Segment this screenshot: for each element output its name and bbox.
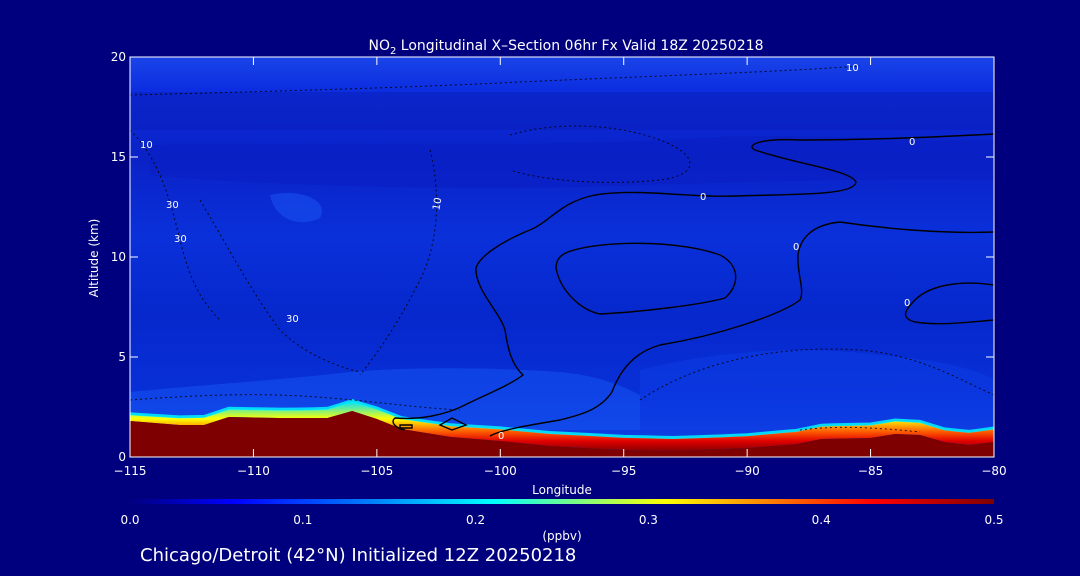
x-tick-label: −110 — [237, 464, 270, 478]
contour-dashed-4 — [509, 125, 691, 183]
contour-dashed-6 — [639, 348, 994, 401]
colorbar — [130, 499, 994, 504]
x-axis-label: Longitude — [532, 483, 592, 497]
colorbar-tick-label: 0.3 — [639, 513, 658, 527]
contour-label-1: 10 — [846, 63, 859, 74]
x-tick-label: −85 — [858, 464, 883, 478]
y-tick-label: 15 — [111, 150, 126, 164]
contour-label-9: 0 — [793, 242, 799, 253]
contour-solid-1 — [392, 133, 994, 431]
contour-label-11: 0 — [498, 431, 504, 442]
y-axis: 0 5 10 15 20 — [111, 50, 994, 464]
y-tick-label: 20 — [111, 50, 126, 64]
x-axis: −115 −110 −105 −100 −95 −90 −85 −80 — [114, 57, 1007, 478]
surface-no2-fringe — [130, 399, 994, 440]
y-tick-label: 0 — [118, 450, 126, 464]
contour-dashed-5 — [199, 199, 361, 373]
chart-title: NO2 Longitudinal X–Section 06hr Fx Valid… — [368, 38, 763, 57]
surface-no2-layer — [130, 401, 994, 451]
colorbar-tick-label: 0.1 — [293, 513, 312, 527]
contour-label-4: 10 — [140, 140, 153, 151]
x-tick-label: −80 — [981, 464, 1006, 478]
y-tick-label: 5 — [118, 350, 126, 364]
contour-label-2: 0 — [909, 137, 915, 148]
contour-dashed-2 — [130, 129, 221, 321]
contour-dashed-8 — [799, 426, 921, 433]
contour-label-10: 0 — [904, 298, 910, 309]
contour-dashed-7 — [130, 394, 461, 411]
colorbar-tick-label: 0.0 — [120, 513, 139, 527]
contour-label-6: 30 — [174, 234, 187, 245]
contours-dashed — [130, 65, 994, 433]
x-tick-label: −105 — [360, 464, 393, 478]
plot-area: 10 0 0 10 30 30 10 30 0 0 0 — [130, 57, 994, 457]
x-tick-label: −100 — [484, 464, 517, 478]
colorbar-label: (ppbv) — [542, 529, 581, 543]
x-tick-label: −115 — [114, 464, 147, 478]
contour-solid-2 — [489, 221, 994, 437]
x-tick-label: −95 — [611, 464, 636, 478]
no2-field-darker-band — [130, 92, 994, 130]
footer-caption: Chicago/Detroit (42°N) Initialized 12Z 2… — [140, 545, 576, 566]
contour-solid-5 — [438, 417, 468, 431]
contours-solid — [392, 133, 994, 437]
terrain — [130, 411, 994, 457]
no2-field-east-haze — [640, 350, 994, 430]
colorbar-ticks: 0.0 0.1 0.2 0.3 0.4 0.5 — [120, 513, 1003, 527]
contour-solid-4 — [904, 282, 994, 325]
y-tick-label: 10 — [111, 250, 126, 264]
contour-label-5: 30 — [166, 200, 179, 211]
contour-label-8: 30 — [286, 314, 299, 325]
contour-labels: 10 0 0 10 30 30 10 30 0 0 0 — [140, 63, 915, 442]
contour-label-3: 0 — [700, 192, 706, 203]
colorbar-tick-label: 0.5 — [984, 513, 1003, 527]
y-axis-label: Altitude (km) — [87, 219, 101, 298]
no2-field-mid-light — [270, 192, 322, 223]
no2-field-upper-dark — [150, 136, 994, 189]
contour-dashed-1 — [130, 65, 861, 96]
contour-solid-3 — [555, 242, 737, 315]
colorbar-tick-label: 0.4 — [812, 513, 831, 527]
colorbar-tick-label: 0.2 — [466, 513, 485, 527]
contour-solid-6 — [399, 424, 413, 429]
x-tick-label: −90 — [734, 464, 759, 478]
contour-label-7: 10 — [431, 197, 444, 211]
